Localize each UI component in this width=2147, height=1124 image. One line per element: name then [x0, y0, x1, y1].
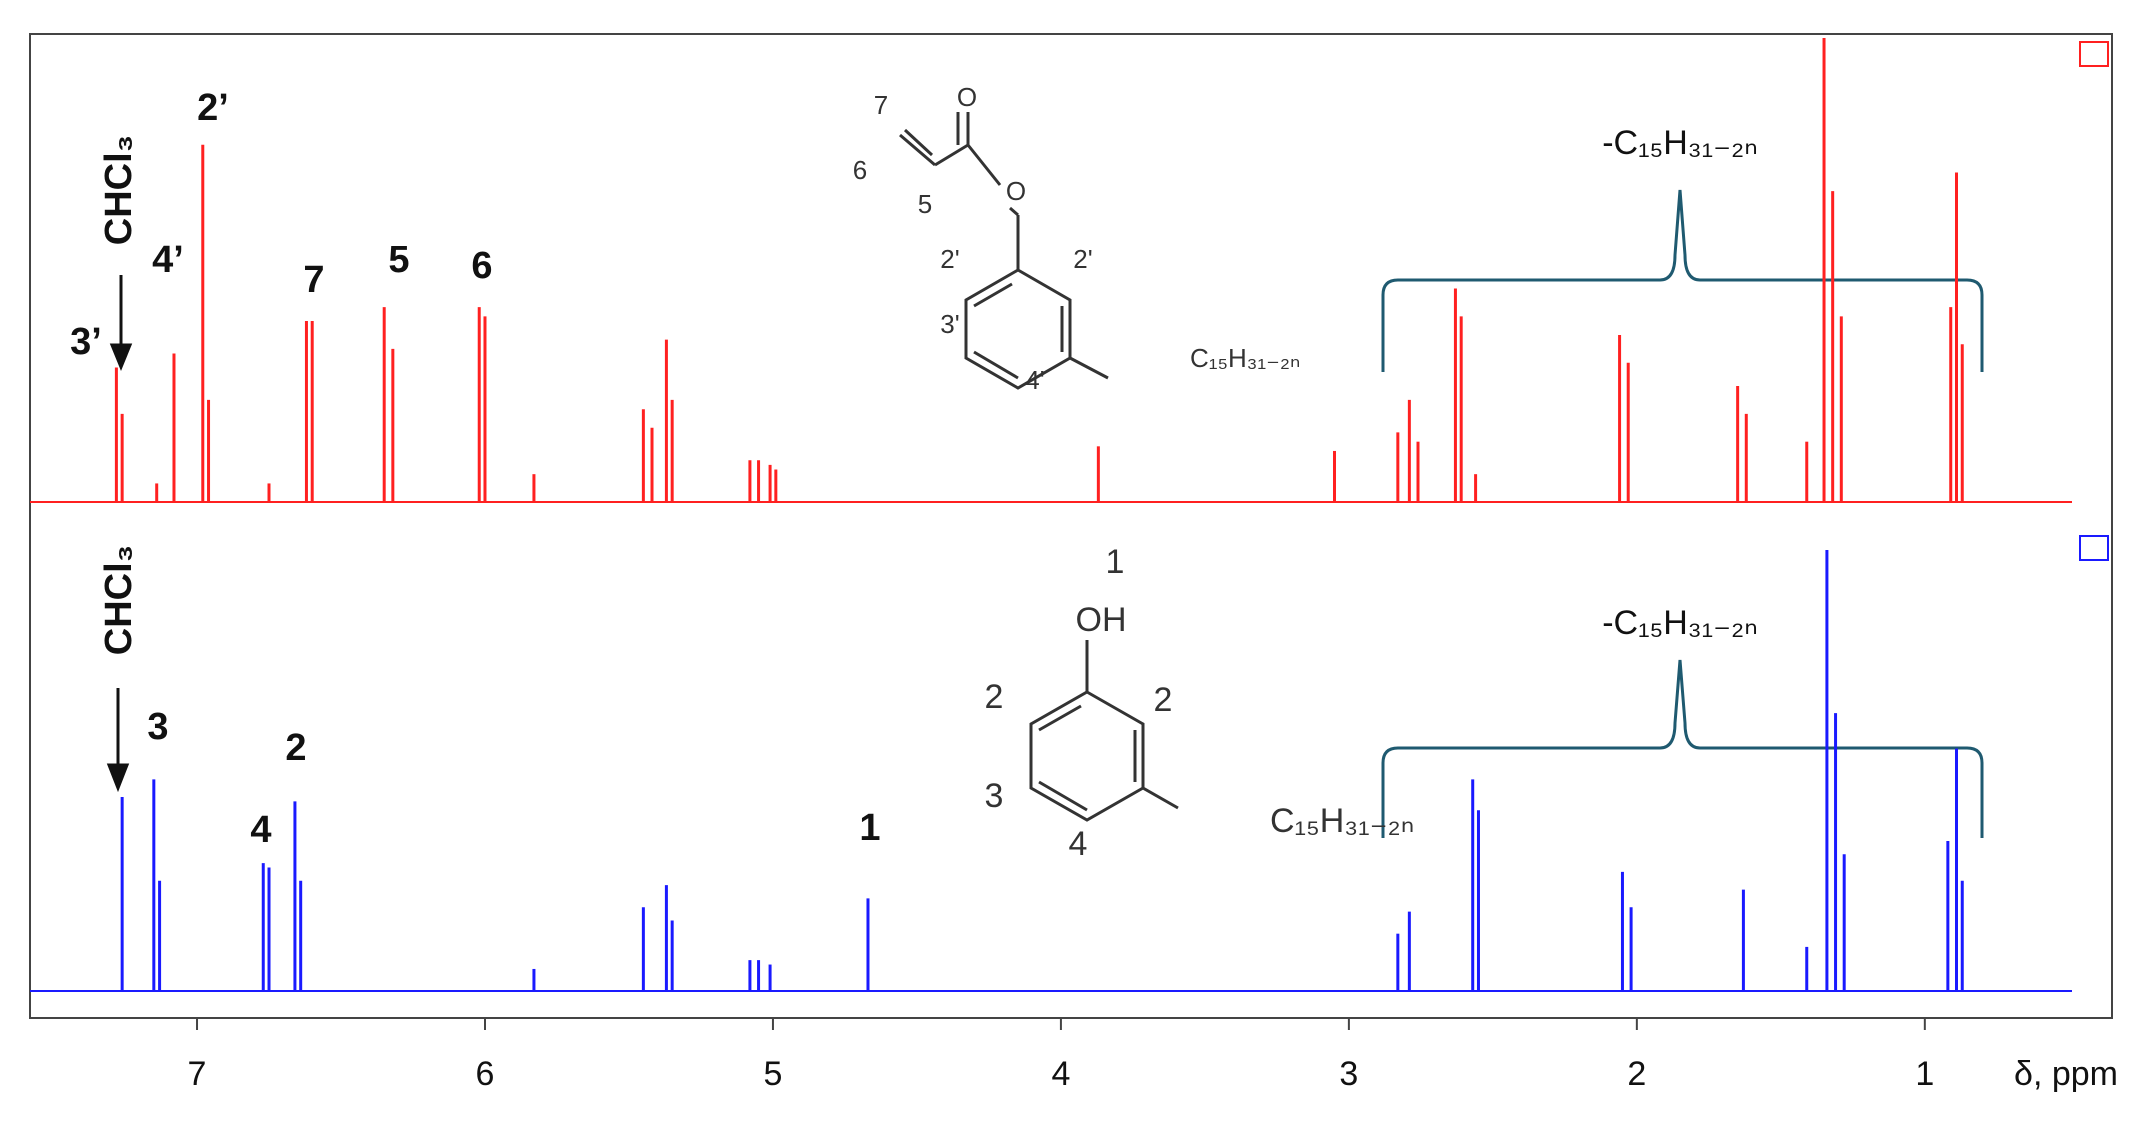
structure-label: 3	[985, 777, 1004, 815]
peak-label: 6	[471, 245, 492, 287]
peak-label: 1	[859, 807, 880, 849]
structure-label: 2'	[940, 244, 959, 274]
peak-label: -C₁₅H₃₁₋₂ₙ	[1602, 124, 1758, 162]
peak-label: 7	[303, 259, 324, 301]
structure-label: 2	[1154, 681, 1173, 719]
plot-frame	[29, 33, 2113, 1019]
structure-bonds	[899, 112, 1109, 390]
structure-label: OH	[1076, 601, 1127, 639]
structure-bonds	[1029, 640, 1179, 822]
peak-label: 4’	[152, 239, 184, 281]
panel-marker	[2079, 41, 2109, 67]
brackets	[1381, 189, 1984, 838]
peak-label: -C₁₅H₃₁₋₂ₙ	[1602, 604, 1758, 642]
peak-label: 3’	[70, 321, 102, 363]
peak-label: CHCl₃	[98, 545, 140, 655]
structure-label: 1	[1106, 543, 1125, 581]
x-tick-label: 2	[1627, 1055, 1646, 1093]
structure-label: 2	[985, 678, 1004, 716]
x-tick-label: 3	[1339, 1055, 1358, 1093]
structure-label: C₁₅H₃₁₋₂ₙ	[1190, 343, 1300, 373]
peak-label: 2	[285, 727, 306, 769]
x-tick-label: 5	[763, 1055, 782, 1093]
peak-label: 4	[250, 809, 271, 851]
structure-label: O	[957, 82, 977, 112]
x-tick-label: 1	[1915, 1055, 1934, 1093]
x-tick-label: 7	[188, 1055, 207, 1093]
structure-label: 7	[874, 90, 888, 120]
structure-label: 5	[918, 189, 932, 219]
peak-label: 2’	[197, 87, 229, 129]
structure-label: 2'	[1073, 244, 1092, 274]
structure-label: 4'	[1025, 365, 1044, 395]
x-axis-title: δ, ppm	[2014, 1055, 2118, 1093]
x-tick-label: 6	[476, 1055, 495, 1093]
x-tick-label: 4	[1051, 1055, 1070, 1093]
structure-label: 4	[1069, 825, 1088, 863]
peak-label: 3	[147, 706, 168, 748]
structure-label: 3'	[940, 309, 959, 339]
peak-label: CHCl₃	[98, 135, 140, 245]
arrows	[106, 275, 133, 793]
structure-label: O	[1006, 176, 1026, 206]
structure-label: C₁₅H₃₁₋₂ₙ	[1270, 802, 1414, 840]
peak-label: 5	[388, 239, 409, 281]
structure-label: 6	[853, 155, 867, 185]
panel-marker	[2079, 535, 2109, 561]
